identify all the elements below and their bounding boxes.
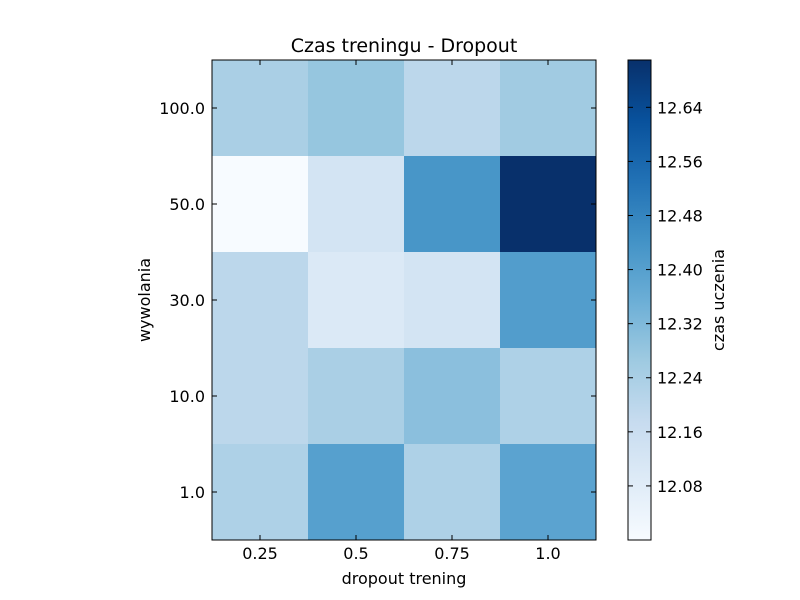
heatmap-cell	[500, 156, 597, 253]
x-axis-ticks: 0.25 0.5 0.75 1.0	[242, 60, 561, 563]
colorbar-tick-label: 12.48	[657, 206, 703, 225]
x-tick-label: 0.25	[242, 544, 278, 563]
colorbar-ticks: 12.08 12.16 12.24 12.32 12.40 12.48 12.56 12.64	[628, 98, 703, 496]
colorbar-tick-label: 12.40	[657, 261, 703, 280]
heatmap-cell	[212, 156, 309, 253]
heatmap-cell	[212, 252, 309, 349]
x-tick-label: 0.75	[434, 544, 470, 563]
heatmap-cell	[500, 252, 597, 349]
y-axis-label: wywolania	[135, 258, 154, 342]
heatmap-cell	[308, 252, 405, 349]
colorbar-tick-label: 12.56	[657, 152, 703, 171]
y-tick-label: 50.0	[169, 195, 205, 214]
heatmap-cell	[308, 156, 405, 253]
heatmap-cells	[212, 60, 597, 541]
y-tick-label: 30.0	[169, 291, 205, 310]
colorbar-tick-label: 12.24	[657, 369, 703, 388]
heatmap-cell	[404, 60, 501, 157]
colorbar-tick-label: 12.08	[657, 477, 703, 496]
x-axis-label: dropout trening	[342, 569, 467, 588]
colorbar-label: czas uczenia	[709, 249, 728, 351]
y-axis-ticks: 100.0 50.0 30.0 10.0 1.0	[159, 99, 596, 502]
colorbar-tick-label: 12.64	[657, 98, 703, 117]
heatmap-cell	[404, 348, 501, 445]
heatmap-cell	[404, 444, 501, 541]
heatmap-cell	[212, 60, 309, 157]
heatmap-cell	[308, 444, 405, 541]
colorbar	[627, 59, 652, 541]
heatmap-cell	[308, 60, 405, 157]
heatmap-cell	[212, 444, 309, 541]
y-tick-label: 10.0	[169, 387, 205, 406]
y-tick-label: 1.0	[180, 483, 205, 502]
heatmap-cell	[500, 60, 597, 157]
heatmap-cell	[500, 348, 597, 445]
x-tick-label: 1.0	[535, 544, 560, 563]
heatmap-cell	[308, 348, 405, 445]
heatmap-cell	[212, 348, 309, 445]
chart-title: Czas treningu - Dropout	[291, 35, 518, 57]
colorbar-tick-label: 12.32	[657, 315, 703, 334]
colorbar-tick-label: 12.16	[657, 423, 703, 442]
y-tick-label: 100.0	[159, 99, 205, 118]
heatmap-cell	[500, 444, 597, 541]
heatmap-cell	[404, 252, 501, 349]
x-tick-label: 0.5	[343, 544, 368, 563]
heatmap-cell	[404, 156, 501, 253]
